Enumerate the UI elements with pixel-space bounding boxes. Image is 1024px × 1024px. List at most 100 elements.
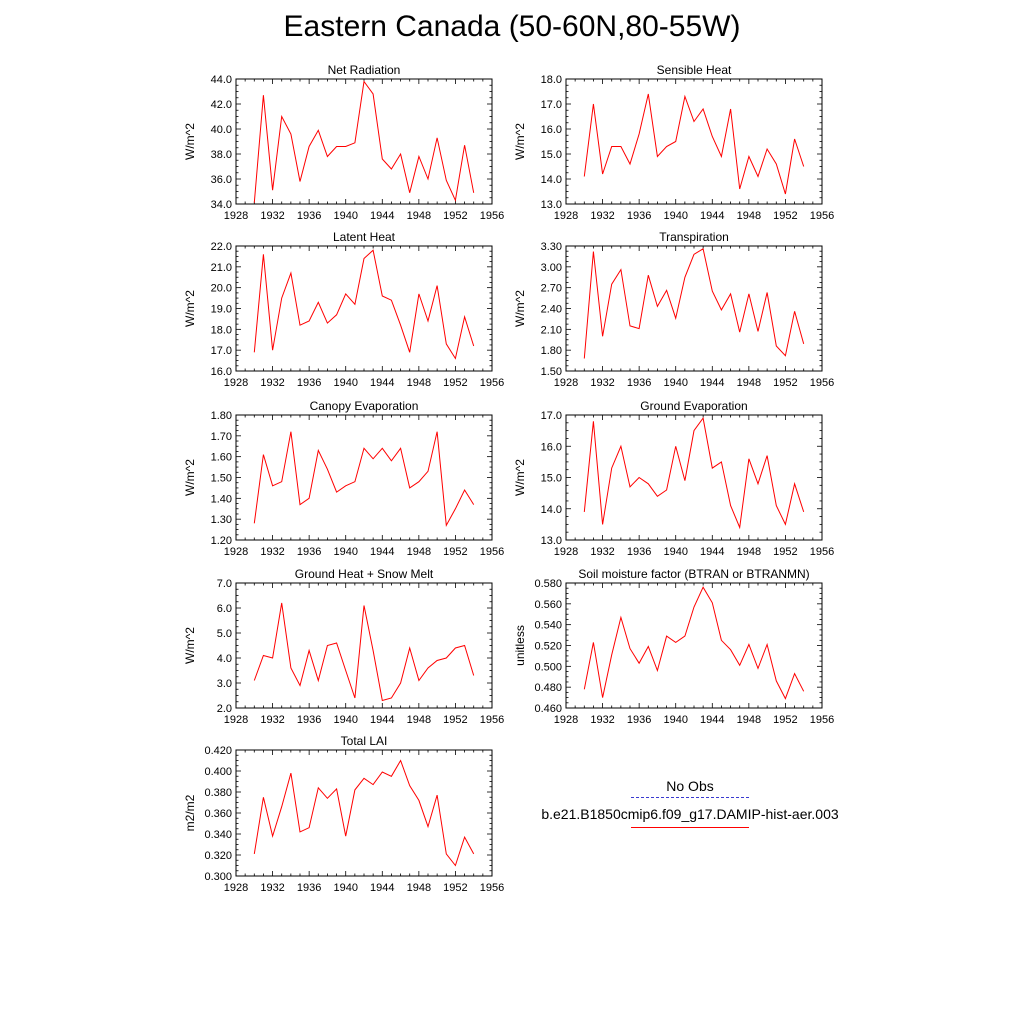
panel-1-x-tick-label: 1936 xyxy=(297,210,321,222)
panel-4-x-tick-label: 1928 xyxy=(554,377,578,389)
panel-4-y-tick-label: 1.50 xyxy=(541,366,562,378)
panel-7-x-tick-label: 1936 xyxy=(297,714,321,726)
panel-9-y-tick-label: 0.340 xyxy=(204,829,232,841)
panel-9-x-tick-label: 1948 xyxy=(407,882,431,894)
panel-5-y-tick-label: 1.20 xyxy=(211,535,232,547)
panel-6-y-tick-label: 16.0 xyxy=(541,441,562,453)
panel-9-x-tick-label: 1936 xyxy=(297,882,321,894)
panel-8-x-tick-label: 1948 xyxy=(737,714,761,726)
panel-3-x-tick-label: 1940 xyxy=(333,377,357,389)
panel-3-title: Latent Heat xyxy=(333,230,396,244)
panel-5-x-tick-label: 1940 xyxy=(333,546,357,558)
panel-1-series-line xyxy=(253,80,475,203)
panel-8-series-line xyxy=(583,586,805,700)
panel-7-x-tick-label: 1944 xyxy=(370,714,394,726)
panel-2-y-axis-label: W/m^2 xyxy=(513,123,527,160)
panel-4-y-tick-label: 2.70 xyxy=(541,283,562,295)
panel-9-y-tick-label: 0.380 xyxy=(204,787,232,799)
panel-9-title: Total LAI xyxy=(341,734,388,748)
panel-3-x-tick-label: 1948 xyxy=(407,377,431,389)
panel-4-x-tick-label: 1944 xyxy=(700,377,724,389)
panel-7-x-tick-label: 1932 xyxy=(260,714,284,726)
panel-9-x-tick-label: 1952 xyxy=(443,882,467,894)
panel-8-x-tick-label: 1956 xyxy=(810,714,834,726)
panel-7-y-tick-label: 7.0 xyxy=(217,578,232,590)
panel-3-x-tick-label: 1932 xyxy=(260,377,284,389)
panel-2-x-tick-label: 1952 xyxy=(773,210,797,222)
panel-4-x-tick-label: 1940 xyxy=(663,377,687,389)
panel-8-x-tick-label: 1932 xyxy=(590,714,614,726)
panel-2-series-line xyxy=(583,93,805,195)
panel-3-y-tick-label: 18.0 xyxy=(211,324,232,336)
panel-4-x-tick-label: 1948 xyxy=(737,377,761,389)
panel-8-y-tick-label: 0.560 xyxy=(534,599,562,611)
panel-4-x-tick-label: 1932 xyxy=(590,377,614,389)
panel-2-y-tick-label: 17.0 xyxy=(541,99,562,111)
panel-2-x-tick-label: 1940 xyxy=(663,210,687,222)
panel-7-x-tick-label: 1928 xyxy=(224,714,248,726)
panel-2-x-tick-label: 1928 xyxy=(554,210,578,222)
panel-5-frame xyxy=(235,414,493,541)
panel-9-y-axis-label: m2/m2 xyxy=(183,794,197,831)
panel-8-y-tick-label: 0.480 xyxy=(534,682,562,694)
panel-8-title: Soil moisture factor (BTRAN or BTRANMN) xyxy=(578,567,809,581)
panel-2-x-tick-label: 1932 xyxy=(590,210,614,222)
panel-4-y-tick-label: 1.80 xyxy=(541,345,562,357)
panel-4-x-tick-label: 1956 xyxy=(810,377,834,389)
panel-1-x-tick-label: 1956 xyxy=(480,210,504,222)
panel-1-y-axis-label: W/m^2 xyxy=(183,123,197,160)
panel-5-y-axis-label: W/m^2 xyxy=(183,459,197,496)
panel-6-series-line xyxy=(583,416,805,530)
panel-6-x-tick-label: 1944 xyxy=(700,546,724,558)
panel-4-title: Transpiration xyxy=(659,230,729,244)
panel-9-x-tick-label: 1932 xyxy=(260,882,284,894)
panel-2-y-tick-label: 15.0 xyxy=(541,149,562,161)
panel-1-frame xyxy=(235,78,493,205)
panel-8-x-tick-label: 1936 xyxy=(627,714,651,726)
panel-8-x-tick-label: 1928 xyxy=(554,714,578,726)
panel-2-y-tick-label: 13.0 xyxy=(541,199,562,211)
panel-7-x-tick-label: 1952 xyxy=(443,714,467,726)
panel-5-x-tick-label: 1936 xyxy=(297,546,321,558)
panel-2-x-tick-label: 1936 xyxy=(627,210,651,222)
panel-4-y-tick-label: 2.10 xyxy=(541,324,562,336)
panel-4-frame xyxy=(565,245,823,372)
panel-7-title: Ground Heat + Snow Melt xyxy=(295,567,434,581)
panel-3-x-tick-label: 1956 xyxy=(480,377,504,389)
panel-9-x-tick-label: 1940 xyxy=(333,882,357,894)
panel-2-x-tick-label: 1948 xyxy=(737,210,761,222)
panel-2-y-tick-label: 18.0 xyxy=(541,74,562,86)
panel-1-x-tick-label: 1928 xyxy=(224,210,248,222)
panel-8-y-tick-label: 0.540 xyxy=(534,620,562,632)
panel-5-y-tick-label: 1.50 xyxy=(211,473,232,485)
panel-9-x-tick-label: 1956 xyxy=(480,882,504,894)
panel-9-y-tick-label: 0.300 xyxy=(204,871,232,883)
panel-1-title: Net Radiation xyxy=(328,63,401,77)
panel-6-y-tick-label: 15.0 xyxy=(541,473,562,485)
panel-5-x-tick-label: 1928 xyxy=(224,546,248,558)
panel-6-x-tick-label: 1940 xyxy=(663,546,687,558)
panel-1-y-tick-label: 40.0 xyxy=(211,124,232,136)
panel-1-x-tick-label: 1940 xyxy=(333,210,357,222)
panel-3-y-tick-label: 20.0 xyxy=(211,283,232,295)
panel-2-x-tick-label: 1944 xyxy=(700,210,724,222)
panel-9-x-tick-label: 1928 xyxy=(224,882,248,894)
panel-6-x-tick-label: 1952 xyxy=(773,546,797,558)
panel-4-y-axis-label: W/m^2 xyxy=(513,290,527,327)
legend: No Obs b.e21.B1850cmip6.f09_g17.DAMIP-hi… xyxy=(520,778,860,828)
panel-3-x-tick-label: 1928 xyxy=(224,377,248,389)
panel-3-y-tick-label: 21.0 xyxy=(211,262,232,274)
panel-7-y-tick-label: 4.0 xyxy=(217,653,232,665)
panel-1-x-tick-label: 1948 xyxy=(407,210,431,222)
panel-4-x-tick-label: 1936 xyxy=(627,377,651,389)
panel-1-y-tick-label: 44.0 xyxy=(211,74,232,86)
panel-7-y-axis-label: W/m^2 xyxy=(183,627,197,664)
panel-1-y-tick-label: 34.0 xyxy=(211,199,232,211)
panel-9-y-tick-label: 0.420 xyxy=(204,745,232,757)
panel-5-y-tick-label: 1.80 xyxy=(211,410,232,422)
panel-6-x-tick-label: 1956 xyxy=(810,546,834,558)
panel-8-x-tick-label: 1952 xyxy=(773,714,797,726)
panel-3-y-axis-label: W/m^2 xyxy=(183,290,197,327)
panel-8-x-tick-label: 1944 xyxy=(700,714,724,726)
panel-9-y-tick-label: 0.400 xyxy=(204,766,232,778)
